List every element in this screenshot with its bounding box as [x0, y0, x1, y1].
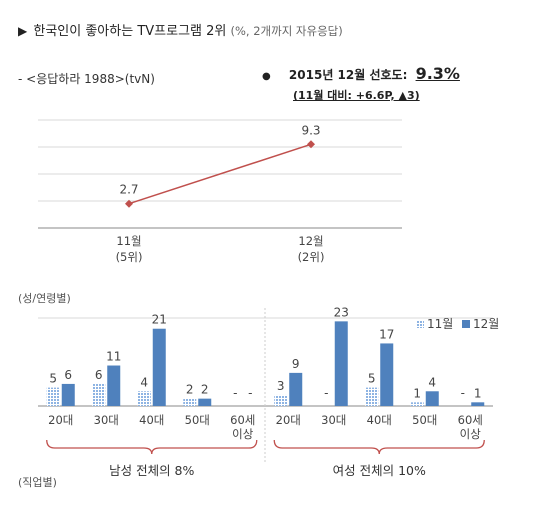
bar-11월 — [365, 387, 379, 406]
bar-11월 — [92, 383, 106, 406]
rating-summary: ● 2015년 12월 선호도: 9.3% (11월 대비: +6.6P, ▲3… — [262, 64, 460, 103]
x-tick-label: 50대 — [412, 413, 437, 427]
group-brace — [273, 439, 485, 455]
x-tick-label: 11월 — [116, 234, 141, 248]
data-label: 2 — [201, 383, 209, 397]
rating-label: 2015년 12월 선호도: — [288, 68, 408, 82]
data-label: 1 — [474, 386, 482, 400]
data-label: 1 — [413, 386, 421, 400]
bar-11월 — [410, 402, 424, 406]
x-tick-label: 20대 — [48, 413, 73, 427]
x-tick-label: 50대 — [185, 413, 210, 427]
bullet-icon: ● — [262, 71, 271, 82]
page-title: ▶ 한국인이 좋아하는 TV프로그램 2위 (%, 2개까지 자유응답) — [18, 20, 343, 39]
program-name: - <응답하라 1988>(tvN) — [18, 72, 155, 86]
data-label: 4 — [428, 375, 436, 389]
rating-value: 9.3% — [415, 64, 460, 83]
legend-swatch — [462, 320, 470, 328]
data-label: 2.7 — [119, 183, 138, 197]
x-tick-label: 30대 — [94, 413, 119, 427]
data-point — [125, 199, 133, 208]
data-label: 21 — [152, 313, 167, 327]
data-label: 5 — [368, 372, 376, 386]
bar-12월 — [61, 383, 75, 406]
x-tick-label: 12월 — [298, 234, 323, 248]
data-label: 6 — [95, 368, 103, 382]
data-label: - — [233, 386, 237, 400]
data-label: 17 — [379, 327, 394, 341]
data-label: 3 — [277, 379, 285, 393]
x-tick-label: (5위) — [116, 250, 143, 264]
x-tick-label: (2위) — [298, 250, 325, 264]
group-brace — [46, 439, 258, 455]
data-label: - — [248, 386, 252, 400]
rating-change: (11월 대비: +6.6P, ▲3) — [293, 89, 420, 102]
x-tick-label: 60세 — [458, 413, 483, 427]
bar-12월 — [380, 343, 394, 406]
x-tick-label: 60세 — [230, 413, 255, 427]
data-label: 2 — [186, 383, 194, 397]
data-label: 23 — [334, 305, 349, 319]
data-label: 11 — [106, 350, 121, 364]
title-note: (%, 2개까지 자유응답) — [230, 24, 343, 38]
bar-12월 — [107, 365, 121, 406]
bar-11월 — [137, 391, 151, 406]
line-chart: 2.7 11월 (5위) 9.3 12월 (2위) — [38, 119, 402, 264]
bar-12월 — [152, 328, 166, 406]
title-text: 한국인이 좋아하는 TV프로그램 2위 — [33, 24, 227, 39]
group-label: 여성 전체의 10% — [333, 463, 426, 478]
data-label: 9.3 — [301, 123, 320, 137]
legend-swatch — [416, 320, 424, 328]
x-tick-label: 이상 — [460, 427, 482, 441]
bar-11월 — [46, 387, 60, 406]
data-point — [307, 140, 315, 149]
bar-12월 — [425, 391, 439, 406]
data-label: 4 — [140, 375, 148, 389]
bar-12월 — [334, 321, 348, 406]
x-tick-label: 30대 — [321, 413, 346, 427]
data-label: - — [461, 386, 465, 400]
bar-11월 — [183, 398, 197, 406]
x-tick-label: 40대 — [367, 413, 392, 427]
legend-label: 11월 — [427, 317, 453, 331]
bar-11월 — [274, 394, 288, 406]
data-label: 5 — [49, 372, 57, 386]
data-label: - — [324, 386, 328, 400]
series-line — [128, 143, 312, 205]
x-tick-label: 20대 — [276, 413, 301, 427]
bar-12월 — [471, 402, 485, 406]
legend-label: 12월 — [473, 317, 499, 331]
group-label: 남성 전체의 8% — [109, 463, 194, 478]
section-label-occupation: (직업별) — [18, 476, 57, 489]
data-label: 6 — [64, 368, 72, 382]
section-label-gender-age: (성/연령별) — [18, 292, 71, 305]
data-label: 9 — [292, 357, 300, 371]
bar-12월 — [198, 398, 212, 406]
x-tick-label: 40대 — [139, 413, 164, 427]
x-tick-label: 이상 — [232, 427, 254, 441]
triangle-bullet-icon: ▶ — [18, 24, 28, 38]
bar-12월 — [289, 372, 303, 406]
